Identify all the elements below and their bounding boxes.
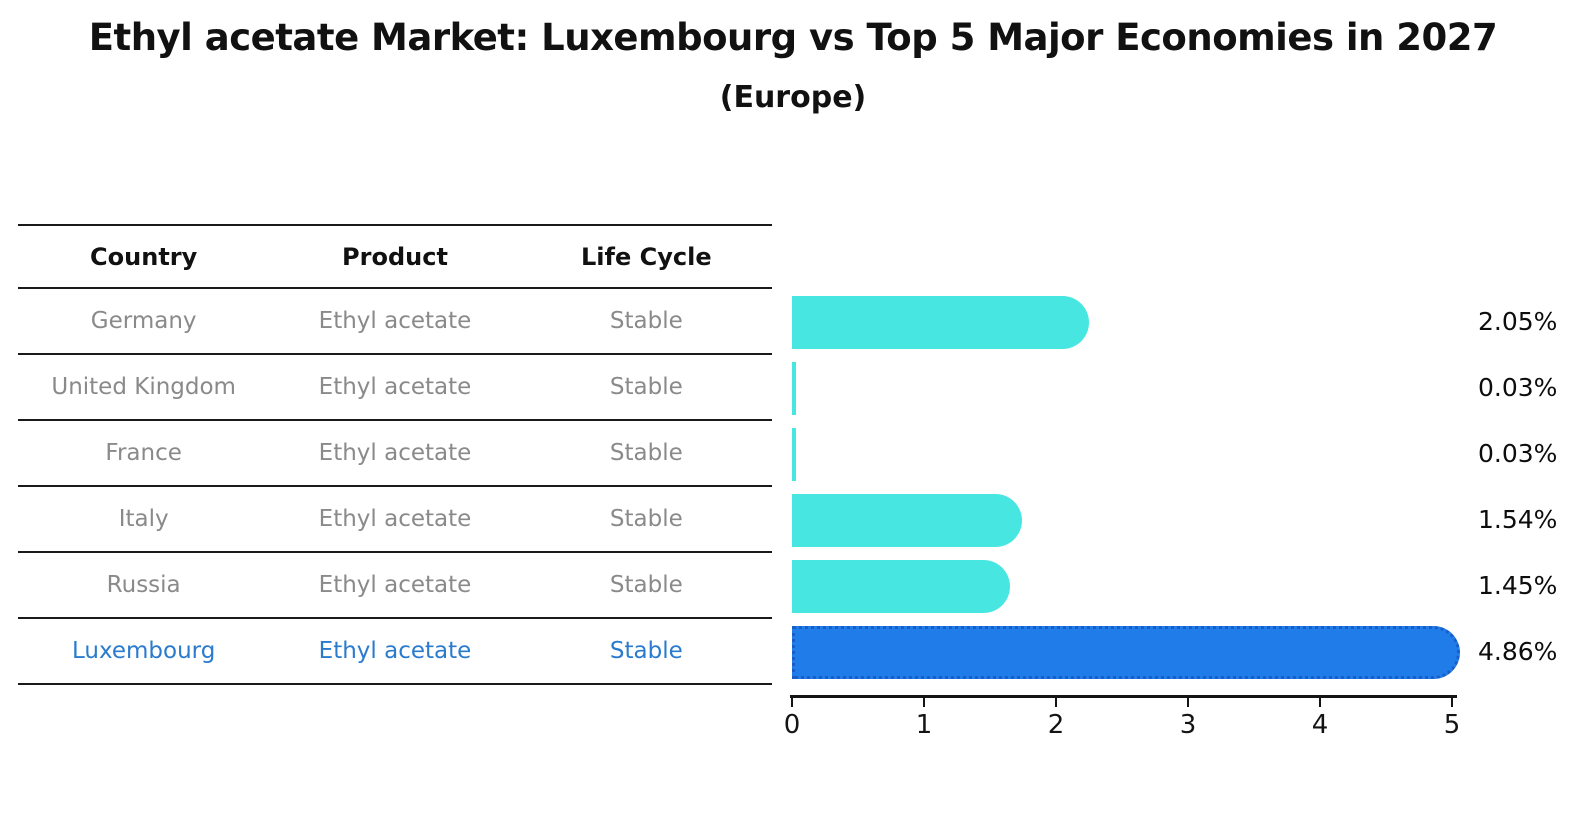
lifecycle-cell: Stable [609,572,683,598]
bar-row: 2.05% [0,289,1586,355]
tick-mark [1319,698,1321,707]
column-header-country: Country [90,242,198,271]
x-axis-line [790,695,1457,698]
tick-label: 3 [1179,710,1197,740]
value-label: 2.05% [1478,307,1558,336]
table-row: Italy Ethyl acetate Stable [18,487,772,553]
country-cell: Italy [118,506,169,532]
tick-label: 2 [1047,710,1065,740]
table-row: United Kingdom Ethyl acetate Stable [18,355,772,421]
product-cell: Ethyl acetate [318,506,472,532]
country-cell: United Kingdom [51,374,236,400]
tick-label: 4 [1311,710,1329,740]
chart-title: Ethyl acetate Market: Luxembourg vs Top … [88,16,1498,59]
lifecycle-cell: Stable [609,308,683,334]
tick-label: 0 [783,710,801,740]
bar-row: 0.03% [0,355,1586,421]
tick-mark [1055,698,1057,707]
value-label: 1.54% [1478,505,1558,534]
value-label: 0.03% [1478,439,1558,468]
column-header-lifecycle: Life Cycle [581,242,712,271]
value-label: 4.86% [1478,637,1558,666]
bar-row: 1.45% [0,553,1586,619]
country-table: Country Product Life Cycle Germany Ethyl… [18,224,772,685]
bar [792,626,1461,679]
lifecycle-cell: Stable [609,374,683,400]
lifecycle-cell: Stable [609,638,683,664]
tick-mark [791,698,793,707]
tick-label: 5 [1443,710,1461,740]
country-cell: Germany [90,308,197,334]
table-body: Germany Ethyl acetate Stable United King… [18,289,772,685]
tick-mark [923,698,925,707]
table-row: Luxembourg Ethyl acetate Stable [18,619,772,685]
bar [792,428,796,481]
bar [792,362,796,415]
table-row: Russia Ethyl acetate Stable [18,553,772,619]
table-row: France Ethyl acetate Stable [18,421,772,487]
value-label: 0.03% [1478,373,1558,402]
country-cell: Russia [106,572,181,598]
product-cell: Ethyl acetate [318,638,472,664]
table-header-row: Country Product Life Cycle [18,224,772,289]
product-cell: Ethyl acetate [318,572,472,598]
tick-mark [1187,698,1189,707]
bar-row: 4.86% [0,619,1586,685]
tick-label: 1 [915,710,933,740]
column-header-product: Product [342,242,448,271]
bar [792,560,1010,613]
bar [792,494,1022,547]
country-cell: France [105,440,182,466]
country-cell: Luxembourg [71,638,216,664]
chart-subtitle: (Europe) [719,80,867,115]
table-row: Germany Ethyl acetate Stable [18,289,772,355]
tick-mark [1451,698,1453,707]
lifecycle-cell: Stable [609,440,683,466]
lifecycle-cell: Stable [609,506,683,532]
product-cell: Ethyl acetate [318,440,472,466]
bar-row: 1.54% [0,487,1586,553]
value-label: 1.45% [1478,571,1558,600]
product-cell: Ethyl acetate [318,374,472,400]
product-cell: Ethyl acetate [318,308,472,334]
bar-row: 0.03% [0,421,1586,487]
bar [792,296,1090,349]
